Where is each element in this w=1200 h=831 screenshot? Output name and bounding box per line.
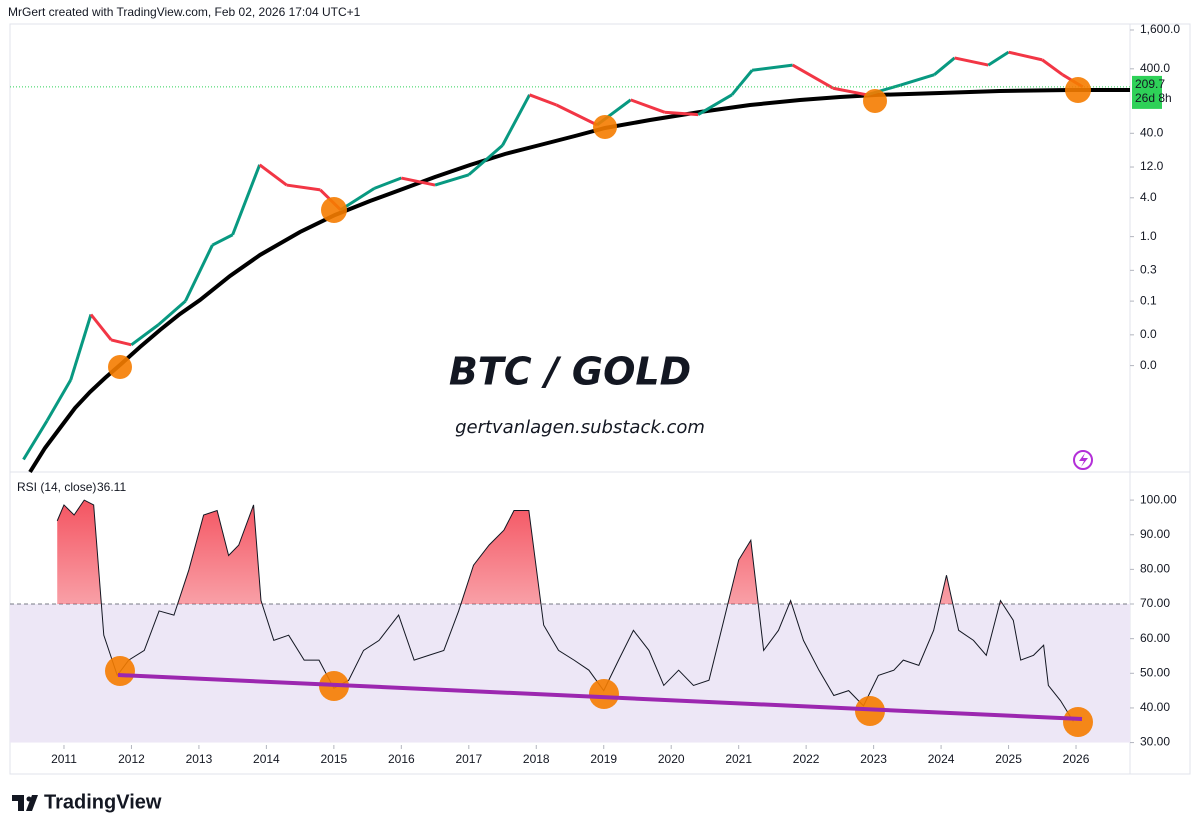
y-tick-label: 0.0 [1140,358,1157,372]
rsi-band [10,604,1130,743]
price-segment [987,50,1010,67]
price-segment [373,176,402,190]
price-segment [630,98,665,114]
price-segment [69,314,93,381]
rsi-trendline [117,673,1083,721]
price-segment [528,93,558,107]
price-segment [791,63,834,90]
y-tick-label: 4.0 [1140,190,1157,204]
price-segment [697,93,733,116]
logo-dot [26,796,32,802]
price-segment [184,244,214,302]
price-segment [211,233,234,247]
support-curve [28,88,1130,474]
price-segment [401,176,436,187]
header: MrGert created with TradingView.com, Feb… [8,5,361,19]
y-tick-label: 40.0 [1140,125,1164,139]
last-price: 209.7 [1135,77,1165,91]
price-segment [22,419,49,461]
price-segment [954,56,989,67]
price-segment [832,86,868,97]
highlights [105,77,1093,737]
subtitle: gertvanlagen.substack.com [455,417,705,438]
price-segment [130,323,160,347]
brand: TradingView [44,791,162,813]
x-tick-label: 2023 [860,752,887,766]
y-tick-label: 50.00 [1140,665,1170,679]
highlight [863,89,887,113]
highlight [1065,77,1091,103]
y-tick-label: 0.1 [1140,293,1157,307]
y-tick-label: 0.3 [1140,263,1157,277]
price-segment [751,63,793,72]
y-tick-label: 60.00 [1140,631,1170,645]
x-tick-label: 2013 [186,752,213,766]
y-tick-label: 30.00 [1140,735,1170,749]
price-segment [933,56,956,76]
brand-logo [12,795,38,811]
price-segment [89,313,113,341]
y-tick-label: 12.0 [1140,159,1164,173]
highlight [1063,707,1093,737]
price-segment [664,110,699,117]
snap-icon[interactable] [1073,450,1093,470]
x-tick-label: 2018 [523,752,550,766]
highlight [321,197,347,223]
icon-bolt [1079,453,1088,467]
x-tick-label: 2015 [321,752,348,766]
y-tick-label: 100.00 [1140,492,1177,506]
frame [9,23,1191,775]
price-segment [900,73,935,87]
x-tick-label: 2025 [995,752,1022,766]
highlight [593,115,617,139]
x-tick-label: 2017 [455,752,482,766]
price-segment [286,183,321,192]
highlight [105,656,135,686]
y-tick-label: 80.00 [1140,562,1170,576]
x-tick-label: 2016 [388,752,415,766]
x-tick-label: 2019 [590,752,617,766]
price-segment [730,69,754,96]
x-tick-label: 2021 [725,752,752,766]
x-tick-label: 2012 [118,752,145,766]
icon-ring [1073,450,1093,470]
price-segment [110,338,132,347]
x-tick-label: 2024 [928,752,955,766]
countdown: 26d 8h [1135,91,1172,105]
y-tick-label: 400.0 [1140,61,1170,75]
y-tick-label: 1.0 [1140,229,1157,243]
price-segment [501,94,531,147]
price-segment [258,163,288,187]
y-tick-label: 70.00 [1140,596,1170,610]
price-segment [1041,58,1064,76]
price-segment [231,164,262,236]
price-segment [45,379,73,422]
y-tick-label: 0.0 [1140,327,1157,341]
y-tick-label: 1,600.0 [1140,22,1180,36]
highlight [108,355,132,379]
last-price-box [1132,75,1162,109]
x-tick-label: 2020 [658,752,685,766]
chart-title: BTC / GOLD [449,350,691,394]
price-segment [157,299,187,326]
x-tick-label: 2014 [253,752,280,766]
price-segment [467,144,504,176]
y-tick-label: 90.00 [1140,527,1170,541]
rsi-value: 36.11 [97,480,126,494]
price-segment [555,103,598,127]
x-tick-label: 2011 [51,752,77,766]
highlight [589,679,619,709]
y-tick-label: 40.00 [1140,700,1170,714]
rsi-title: RSI (14, close) [17,480,96,494]
rsi-line [56,499,1074,722]
price-segment [1008,50,1043,62]
x-tick-label: 2026 [1063,752,1090,766]
price-segment [434,173,470,187]
x-tick-label: 2022 [793,752,820,766]
